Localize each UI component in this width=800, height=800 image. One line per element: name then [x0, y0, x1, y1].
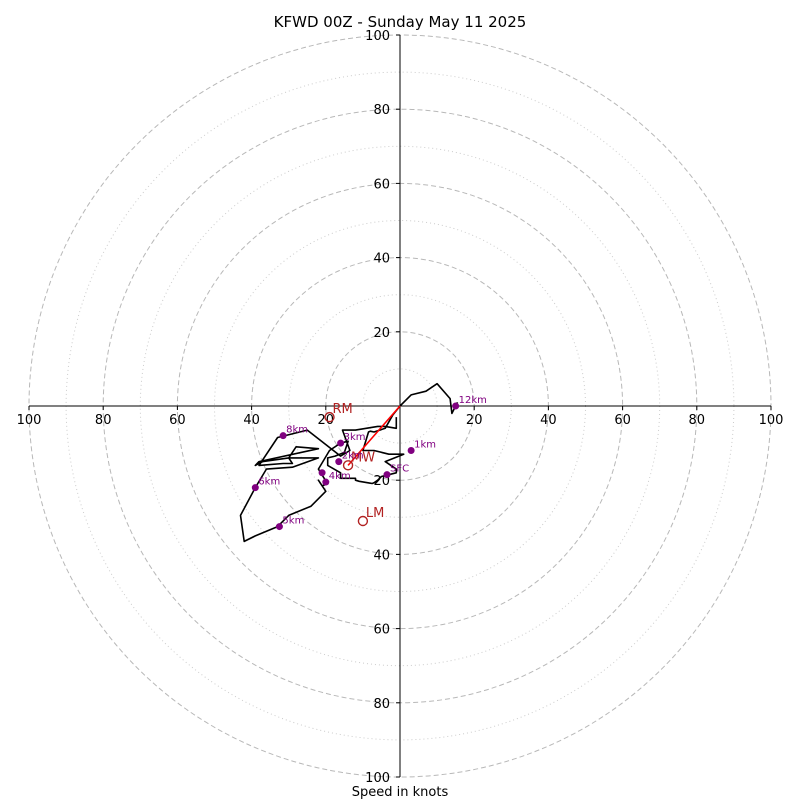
y-tick-label: 80 — [373, 697, 390, 712]
y-tick-label: 20 — [373, 474, 390, 489]
height-markers: 12km 8km 6km 5km 4km 3km 2km 1km SFC — [251, 395, 487, 531]
x-tick-label: 60 — [169, 413, 186, 428]
height-label: 5km — [282, 516, 304, 527]
height-label: 4km — [329, 471, 351, 482]
height-marker — [335, 458, 343, 466]
y-tick-label: 20 — [373, 326, 390, 341]
storm-motion-marker — [342, 460, 354, 471]
height-marker — [275, 523, 283, 531]
height-marker — [322, 478, 330, 486]
x-tick-label: 100 — [759, 413, 784, 428]
height-label: 12km — [459, 395, 487, 406]
x-tick-label: 80 — [689, 413, 706, 428]
storm-motion-label: RM — [333, 402, 353, 417]
height-label: 2km — [342, 451, 364, 462]
hodograph-trace — [239, 382, 459, 543]
x-tick-label: 40 — [243, 413, 260, 428]
y-tick-label: 60 — [373, 177, 390, 192]
storm-motion-label: MW — [351, 450, 375, 465]
mean-wind-vector — [347, 405, 401, 466]
x-axis-label: Speed in knots — [352, 785, 449, 800]
height-label: 8km — [286, 425, 308, 436]
y-tick-label: 100 — [365, 29, 390, 44]
storm-motion-label: LM — [366, 506, 384, 521]
y-tick-label: 100 — [365, 771, 390, 786]
tick-labels: 100 80 60 40 20 20 40 60 80 100100806040202040608… — [17, 29, 784, 786]
x-tick-label: 40 — [540, 413, 557, 428]
y-tick-label: 60 — [373, 623, 390, 638]
storm-motion-markers: RM MW LM — [324, 402, 401, 527]
height-marker — [407, 447, 415, 455]
x-tick-label: 60 — [614, 413, 631, 428]
height-marker — [452, 402, 460, 410]
storm-motion-marker — [357, 515, 369, 527]
height-marker — [318, 469, 326, 477]
height-marker — [279, 432, 287, 440]
height-label: 6km — [258, 477, 280, 488]
hodograph-line — [239, 382, 459, 543]
storm-motion-marker — [324, 411, 335, 423]
y-tick-label: 40 — [373, 252, 390, 267]
x-tick-label: 100 — [17, 413, 42, 428]
y-tick-label: 80 — [373, 103, 390, 118]
y-tick-label: 40 — [373, 548, 390, 563]
height-marker — [337, 439, 345, 447]
height-label: 1km — [414, 440, 436, 451]
x-tick-label: 20 — [466, 413, 483, 428]
chart-title: KFWD 00Z - Sunday May 11 2025 — [274, 13, 527, 31]
x-tick-label: 80 — [95, 413, 112, 428]
height-label: 3km — [344, 432, 366, 443]
height-marker — [383, 471, 391, 479]
height-label: SFC — [390, 464, 409, 475]
height-marker — [251, 484, 259, 492]
